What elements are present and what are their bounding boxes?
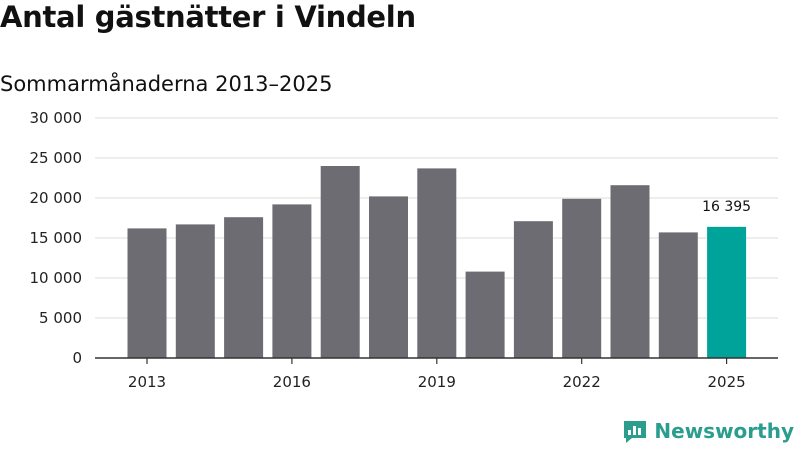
x-tick-label: 2022 xyxy=(563,373,601,391)
chart-subtitle: Sommarmånaderna 2013–2025 xyxy=(0,72,333,96)
bar-2024 xyxy=(658,232,698,358)
bar-2018 xyxy=(369,196,408,358)
bar-2023 xyxy=(610,185,650,358)
bar-2025 xyxy=(707,226,747,358)
bar-2016 xyxy=(272,204,312,358)
y-tick-label: 30 000 xyxy=(30,109,83,127)
bar-2019 xyxy=(417,168,457,358)
bar-2022 xyxy=(562,198,602,358)
x-tick-label: 2013 xyxy=(128,373,166,391)
axes xyxy=(95,357,778,364)
x-tick-label: 2025 xyxy=(708,373,746,391)
bar-2014 xyxy=(175,224,215,358)
bars xyxy=(127,166,747,358)
bar-2015 xyxy=(224,217,264,358)
y-tick-label: 20 000 xyxy=(30,189,83,207)
y-tick-label: 5 000 xyxy=(39,309,82,327)
newsworthy-logo-icon xyxy=(624,421,647,443)
data-label: 16 395 xyxy=(702,199,751,215)
bar-2017 xyxy=(320,166,360,358)
y-tick-label: 0 xyxy=(72,349,82,367)
y-tick-label: 25 000 xyxy=(30,149,83,167)
x-tick-label: 2019 xyxy=(418,373,456,391)
brand-name: Newsworthy xyxy=(654,419,794,443)
bar-2013 xyxy=(127,228,167,358)
y-tick-label: 10 000 xyxy=(30,269,83,287)
bar-2021 xyxy=(513,221,553,358)
labels: 0 5 000 10 000 15 000 20 000 25 000 30 000 2013… xyxy=(30,109,752,391)
newsworthy-logo: Newsworthy xyxy=(622,418,794,444)
chart-title: Antal gästnätter i Vindeln xyxy=(0,0,416,34)
x-tick-label: 2016 xyxy=(273,373,311,391)
y-tick-label: 15 000 xyxy=(30,229,83,247)
bar-2020 xyxy=(465,271,505,358)
